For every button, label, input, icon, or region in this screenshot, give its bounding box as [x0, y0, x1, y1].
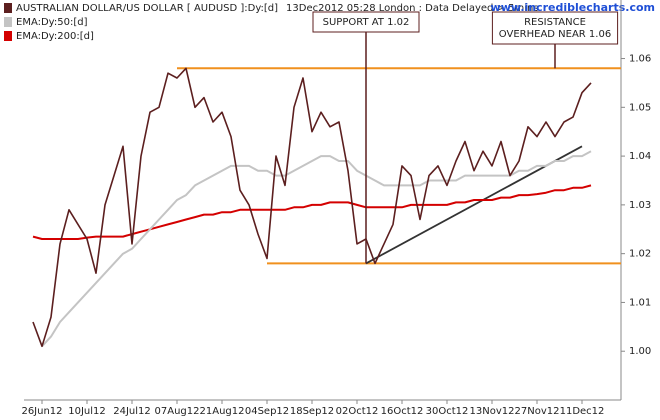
- series-line: [32, 184, 592, 240]
- x-tick-label: 18Sep12: [290, 406, 334, 417]
- legend-label: AUSTRALIAN DOLLAR/US DOLLAR [ AUDUSD ]:D…: [16, 3, 278, 14]
- x-tick-label: 11Dec12: [560, 406, 605, 417]
- subtitle: 13Dec2012 05:28 London : Data Delayed > …: [286, 3, 538, 14]
- annotation-box: [312, 11, 420, 33]
- x-tick-label: 27Nov12: [515, 406, 560, 417]
- x-tick-label: 02Oct12: [336, 406, 379, 417]
- y-tick-label: 1.02: [629, 249, 651, 260]
- y-tick-label: 1.03: [629, 200, 651, 211]
- legend-swatch: [4, 3, 12, 13]
- annotation-text: OVERHEAD NEAR 1.06: [499, 29, 611, 40]
- legend-swatch: [4, 31, 12, 41]
- annotation-text: RESISTANCE: [524, 17, 586, 28]
- x-tick-label: 26Jun12: [21, 406, 62, 417]
- y-tick-label: 1.01: [629, 297, 651, 308]
- x-tick-label: 13Nov12: [470, 406, 515, 417]
- watermark: www.incrediblecharts.com: [491, 1, 655, 14]
- y-tick-label: 1.04: [629, 151, 651, 162]
- annotation-text: SUPPORT AT 1.02: [323, 17, 410, 28]
- x-tick-label: 10Jul12: [68, 406, 106, 417]
- legend-swatch: [4, 17, 12, 27]
- y-tick-label: 1.05: [629, 102, 651, 113]
- annotation-box: [491, 11, 619, 45]
- y-tick-label: 1.06: [629, 54, 651, 65]
- x-tick-label: 30Oct12: [426, 406, 469, 417]
- x-tick-label: 24Jul12: [113, 406, 151, 417]
- y-tick-label: 1.00: [629, 346, 651, 357]
- legend-label: EMA:Dy:50:[d]: [16, 17, 88, 28]
- legend-label: EMA:Dy:200:[d]: [16, 31, 94, 42]
- series-line: [41, 150, 592, 347]
- x-tick-label: 21Aug12: [200, 406, 245, 417]
- x-tick-label: 16Oct12: [381, 406, 424, 417]
- x-tick-label: 07Aug12: [155, 406, 200, 417]
- series-line: [32, 67, 592, 348]
- x-tick-label: 04Sep12: [245, 406, 289, 417]
